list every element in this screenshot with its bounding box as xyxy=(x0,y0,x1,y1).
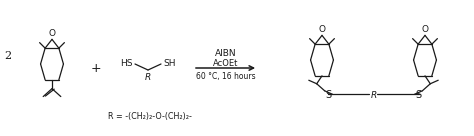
Text: +: + xyxy=(91,61,101,75)
Text: AIBN: AIBN xyxy=(215,50,237,58)
Text: HS: HS xyxy=(120,60,133,69)
Text: O: O xyxy=(319,25,326,34)
Text: S: S xyxy=(415,90,421,100)
Text: SH: SH xyxy=(163,60,175,69)
Text: O: O xyxy=(48,29,55,38)
Text: 60 °C, 16 hours: 60 °C, 16 hours xyxy=(196,72,255,81)
Text: R: R xyxy=(370,91,377,100)
Text: O: O xyxy=(421,25,428,34)
Text: S: S xyxy=(326,90,331,100)
Text: R: R xyxy=(145,73,151,82)
Text: AcOEt: AcOEt xyxy=(213,60,238,69)
Text: R = -(CH₂)₂-O-(CH₂)₂-: R = -(CH₂)₂-O-(CH₂)₂- xyxy=(108,112,192,120)
Text: 2: 2 xyxy=(4,51,11,61)
